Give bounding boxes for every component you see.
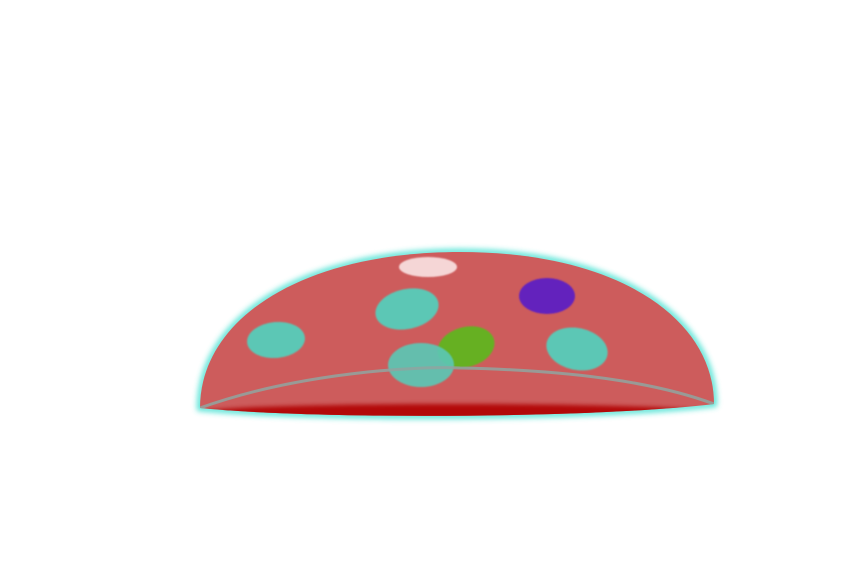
cap-rim-shadow: [205, 404, 705, 416]
cap-base-arc: [200, 366, 714, 410]
teal-spot: [375, 288, 439, 330]
teal-spot: [247, 321, 305, 359]
purple-spot: [519, 278, 575, 314]
highlight-spot: [399, 257, 457, 277]
teal-spot: [388, 343, 454, 387]
teal-spot: [546, 327, 608, 371]
